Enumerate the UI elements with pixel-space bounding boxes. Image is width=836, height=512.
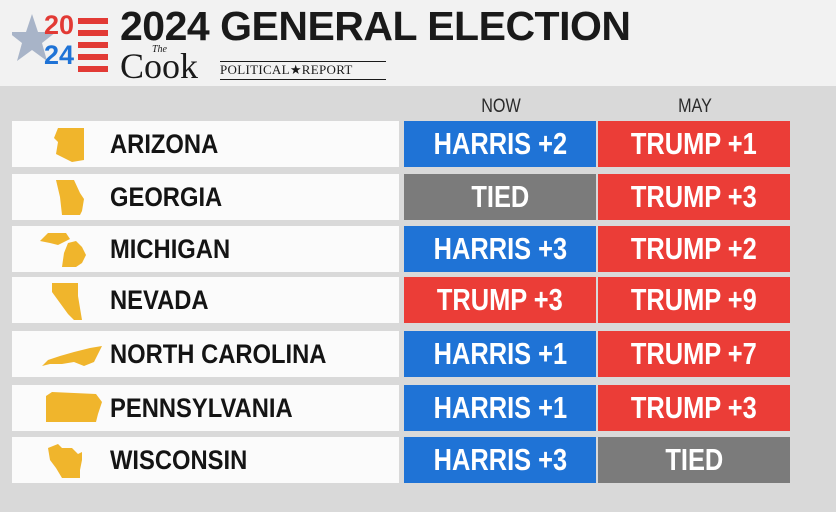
margin-now-label: HARRIS +3 xyxy=(433,231,567,266)
table-row: ARIZONA HARRIS +2 TRUMP +1 xyxy=(12,121,792,167)
margin-now-cell: HARRIS +2 xyxy=(404,121,596,167)
header-banner: 20 24 2024 GENERAL ELECTION The Cook POL… xyxy=(0,0,836,86)
margin-may-cell: TRUMP +7 xyxy=(598,331,790,377)
state-cell: GEORGIA xyxy=(12,174,399,220)
margin-may-cell: TRUMP +3 xyxy=(598,174,790,220)
state-name: MICHIGAN xyxy=(110,234,231,264)
margin-now-label: HARRIS +2 xyxy=(433,126,567,161)
logo-year-top: 20 xyxy=(44,10,75,40)
state-name: ARIZONA xyxy=(110,129,219,159)
state-name: NORTH CAROLINA xyxy=(110,339,327,369)
state-name: GEORGIA xyxy=(110,182,223,212)
table-row: MICHIGAN HARRIS +3 TRUMP +2 xyxy=(12,226,792,272)
state-cell: PENNSYLVANIA xyxy=(12,385,399,431)
column-header-now: NOW xyxy=(481,96,521,117)
margin-now-cell: HARRIS +1 xyxy=(404,331,596,377)
margin-may-cell: TRUMP +1 xyxy=(598,121,790,167)
state-cell: MICHIGAN xyxy=(12,226,399,272)
margin-may-label: TRUMP +2 xyxy=(631,231,757,266)
column-header-may: MAY xyxy=(678,96,712,117)
nevada-icon xyxy=(38,280,102,320)
publisher-name: Cook xyxy=(120,46,199,86)
star-icon xyxy=(12,14,108,72)
margin-now-label: HARRIS +1 xyxy=(433,336,567,371)
table-row: GEORGIA TIED TRUMP +3 xyxy=(12,174,792,220)
state-cell: ARIZONA xyxy=(12,121,399,167)
logo-year-bottom: 24 xyxy=(44,40,75,70)
georgia-icon xyxy=(38,177,102,217)
margin-may-cell: TRUMP +2 xyxy=(598,226,790,272)
table-row: PENNSYLVANIA HARRIS +1 TRUMP +3 xyxy=(12,385,792,431)
margin-now-label: TRUMP +3 xyxy=(437,282,563,317)
election-2024-logo: 20 24 xyxy=(12,8,112,76)
table-row: WISCONSIN HARRIS +3 TIED xyxy=(12,437,792,483)
margin-now-cell: TRUMP +3 xyxy=(404,277,596,323)
margin-may-cell: TRUMP +3 xyxy=(598,385,790,431)
margin-may-label: TRUMP +1 xyxy=(631,126,757,161)
state-cell: NORTH CAROLINA xyxy=(12,331,399,377)
arizona-icon xyxy=(38,124,102,164)
publisher-the: The xyxy=(152,44,167,55)
table-row: NEVADA TRUMP +3 TRUMP +9 xyxy=(12,277,792,323)
margin-now-cell: HARRIS +1 xyxy=(404,385,596,431)
state-name: WISCONSIN xyxy=(110,445,248,475)
michigan-icon xyxy=(38,229,102,269)
state-cell: WISCONSIN xyxy=(12,437,399,483)
publisher-rule-top xyxy=(220,61,386,62)
north-carolina-icon xyxy=(38,334,102,374)
margin-now-label: HARRIS +3 xyxy=(433,442,567,477)
margin-may-label: TRUMP +3 xyxy=(631,390,757,425)
margin-may-label: TRUMP +3 xyxy=(631,179,757,214)
margin-now-cell: HARRIS +3 xyxy=(404,437,596,483)
margin-may-label: TRUMP +7 xyxy=(631,336,757,371)
margin-may-label: TIED xyxy=(665,442,723,477)
state-name: NEVADA xyxy=(110,285,209,315)
state-name: PENNSYLVANIA xyxy=(110,393,293,423)
margin-may-label: TRUMP +9 xyxy=(631,282,757,317)
publisher-rule-bottom xyxy=(220,79,386,80)
page-title: 2024 GENERAL ELECTION xyxy=(120,3,631,49)
table-row: NORTH CAROLINA HARRIS +1 TRUMP +7 xyxy=(12,331,792,377)
margin-may-cell: TRUMP +9 xyxy=(598,277,790,323)
margin-now-cell: HARRIS +3 xyxy=(404,226,596,272)
pennsylvania-icon xyxy=(38,388,102,428)
margin-now-cell: TIED xyxy=(404,174,596,220)
margin-now-label: HARRIS +1 xyxy=(433,390,567,425)
publisher-subtitle: POLITICAL★REPORT xyxy=(220,62,353,77)
wisconsin-icon xyxy=(38,440,102,480)
margin-may-cell: TIED xyxy=(598,437,790,483)
state-cell: NEVADA xyxy=(12,277,399,323)
margin-now-label: TIED xyxy=(471,179,529,214)
